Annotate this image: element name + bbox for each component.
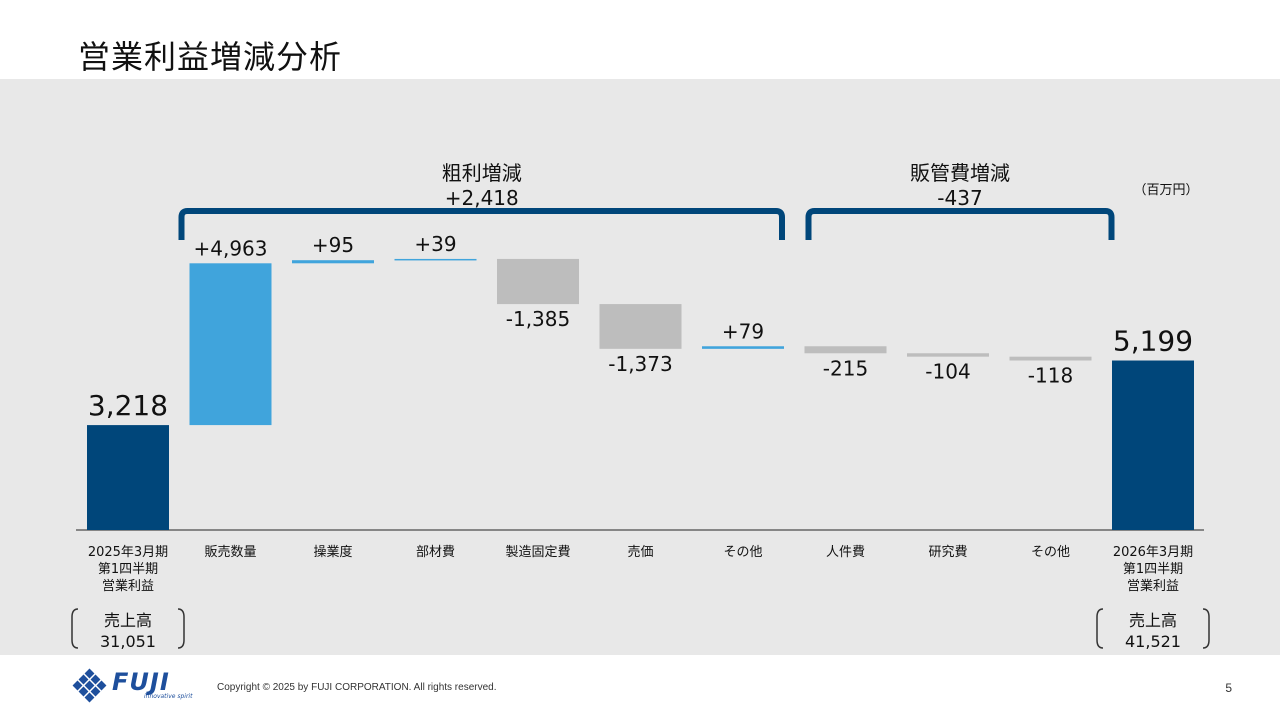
logo-text: FUJI <box>112 668 170 696</box>
group-bracket-1 <box>805 208 1115 240</box>
waterfall-chart: （百万円）3,2182025年3月期第1四半期営業利益+4,963販売数量+95… <box>71 161 1210 651</box>
data-label-1: +4,963 <box>193 236 267 260</box>
bar-9 <box>1009 356 1092 361</box>
page-title: 営業利益増減分析 <box>78 38 343 76</box>
data-label-9: -118 <box>1028 364 1073 388</box>
bar-2 <box>292 260 374 264</box>
group-label-0: 粗利増減 <box>442 161 522 185</box>
category-label-8-0: 研究費 <box>928 545 967 560</box>
fuji-logo: FUJI innovative spirit <box>72 668 202 704</box>
bar-1 <box>189 263 272 426</box>
bar-0 <box>87 425 169 530</box>
group-value-1: -437 <box>937 186 982 210</box>
category-label-5-0: 売価 <box>627 544 653 560</box>
category-label-10-0: 2026年3月期 <box>1113 545 1193 560</box>
bar-6 <box>702 346 784 349</box>
bar-3 <box>394 258 477 261</box>
sales-value-1: 41,521 <box>1125 632 1181 651</box>
logo-mark-icon <box>72 668 107 703</box>
bar-8 <box>907 353 989 357</box>
category-label-6-0: その他 <box>723 545 762 560</box>
category-label-10-2: 営業利益 <box>1127 578 1179 594</box>
bar-7 <box>804 346 887 354</box>
data-label-4: -1,385 <box>506 307 570 331</box>
data-label-6: +79 <box>722 319 764 343</box>
group-bracket-0 <box>178 208 785 240</box>
category-label-7-0: 人件費 <box>826 545 865 560</box>
group-label-1: 販管費増減 <box>910 161 1010 185</box>
copyright-text: Copyright © 2025 by FUJI CORPORATION. Al… <box>217 682 497 693</box>
sales-paren-left-1 <box>1096 608 1104 649</box>
sales-label-0: 売上高 <box>104 611 152 630</box>
page-number: 5 <box>1225 681 1232 695</box>
data-label-2: +95 <box>312 233 354 257</box>
category-label-4-0: 製造固定費 <box>505 545 570 560</box>
category-label-0-2: 営業利益 <box>102 578 154 594</box>
group-value-0: +2,418 <box>445 186 519 210</box>
bar-4 <box>497 258 579 305</box>
sales-value-0: 31,051 <box>100 632 156 651</box>
sales-paren-right-1 <box>1202 608 1210 649</box>
category-label-3-0: 部材費 <box>416 545 455 560</box>
logo-tagline: innovative spirit <box>144 693 193 700</box>
sales-label-1: 売上高 <box>1129 611 1177 630</box>
unit-label: （百万円） <box>1133 183 1198 198</box>
category-label-0-1: 第1四半期 <box>98 562 158 577</box>
data-label-8: -104 <box>925 360 970 384</box>
category-label-1-0: 販売数量 <box>204 544 256 560</box>
category-label-2-0: 操業度 <box>313 544 352 560</box>
data-label-10: 5,199 <box>1113 325 1193 358</box>
category-label-9-0: その他 <box>1031 545 1070 560</box>
data-label-5: -1,373 <box>608 352 672 376</box>
chart-panel: （百万円） 3,218 2025年3月期 第1四半期 営業利益 +4,963 販売数量 +95… <box>0 79 1280 655</box>
bar-5 <box>599 304 682 349</box>
sales-paren-right-0 <box>177 608 185 649</box>
bar-10 <box>1112 360 1194 530</box>
data-label-0: 3,218 <box>88 389 168 422</box>
category-label-0-0: 2025年3月期 <box>88 545 168 560</box>
data-label-3: +39 <box>414 232 456 256</box>
sales-paren-left-0 <box>71 608 79 649</box>
category-label-10-1: 第1四半期 <box>1123 562 1183 577</box>
data-label-7: -215 <box>823 356 868 380</box>
